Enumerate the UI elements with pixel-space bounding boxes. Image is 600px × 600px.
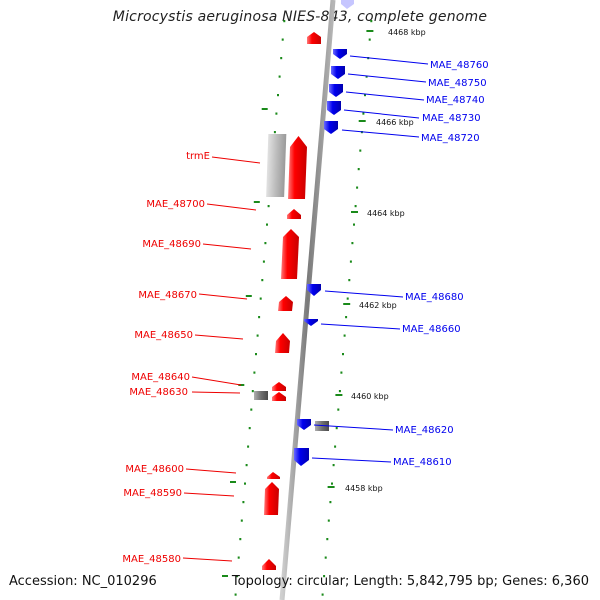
map-title: Microcystis aeruginosa NIES-843, complet… (112, 9, 488, 25)
gene-label-mae-48730[interactable]: MAE_48730 (422, 113, 481, 124)
tick-label-4462: 4462 kbp (359, 301, 397, 310)
gene-label-mae-48680[interactable]: MAE_48680 (405, 292, 464, 303)
leader-lines-reverse (311, 55, 429, 463)
tick-label-4464: 4464 kbp (367, 209, 405, 218)
gene-arrow-mae-48730 (327, 101, 341, 115)
gene-label-mae-48650[interactable]: MAE_48650 (134, 330, 193, 341)
gene-arrow-mae-48610 (294, 448, 309, 466)
rna-gene-left (254, 391, 268, 400)
gene-arrow-mae-48670 (278, 296, 293, 311)
gene-arrow-mae-48720 (324, 121, 338, 134)
gene-arrow-mae-48700 (287, 209, 301, 219)
gene-arrow-mae-48680 (307, 284, 321, 296)
tick-label-4466: 4466 kbp (376, 118, 414, 127)
gene-arrow-mae-48580 (262, 559, 276, 570)
gene-label-mae-48760[interactable]: MAE_48760 (430, 60, 489, 71)
gene-arrow-mae-48690 (281, 229, 299, 279)
gene-label-trme[interactable]: trmE (186, 151, 210, 162)
track-guides (222, 20, 374, 596)
gene-label-mae-48720[interactable]: MAE_48720 (421, 133, 480, 144)
gene-arrow-partial-top (341, 0, 354, 9)
gene-label-mae-48610[interactable]: MAE_48610 (393, 457, 452, 468)
gene-arrow-top-unlabeled (307, 32, 321, 44)
tick-label-4458: 4458 kbp (345, 484, 383, 493)
gene-arrow-mae-48590 (264, 482, 279, 515)
gene-label-mae-48690[interactable]: MAE_48690 (142, 239, 201, 250)
gene-label-mae-48670[interactable]: MAE_48670 (138, 290, 197, 301)
gene-label-mae-48660[interactable]: MAE_48660 (402, 324, 461, 335)
tick-label-4460: 4460 kbp (351, 392, 389, 401)
gene-label-mae-48740[interactable]: MAE_48740 (426, 95, 485, 106)
gene-arrow-trme (288, 136, 307, 199)
genome-summary-label: Topology: circular; Length: 5,842,795 bp… (231, 574, 589, 589)
gene-arrow-mae-48760 (333, 49, 347, 59)
gene-label-mae-48620[interactable]: MAE_48620 (395, 425, 454, 436)
gene-label-mae-48640[interactable]: MAE_48640 (131, 372, 190, 383)
accession-label: Accession: NC_010296 (9, 574, 157, 589)
gene-arrow-mae-48750 (331, 66, 345, 79)
tick-label-4468: 4468 kbp (388, 28, 426, 37)
gene-arrow-mae-48600 (267, 472, 280, 479)
gene-arrow-mae-48740 (329, 84, 343, 97)
genome-backbone (279, 0, 336, 600)
gene-label-mae-48600[interactable]: MAE_48600 (125, 464, 184, 475)
gene-arrow-mae-48650 (275, 333, 290, 353)
gene-arrow-mae-48640 (272, 382, 286, 391)
gene-label-mae-48630[interactable]: MAE_48630 (129, 387, 188, 398)
gene-label-mae-48590[interactable]: MAE_48590 (123, 488, 182, 499)
gene-label-mae-48700[interactable]: MAE_48700 (146, 199, 205, 210)
leader-lines-forward (182, 156, 261, 562)
gene-label-mae-48580[interactable]: MAE_48580 (122, 554, 181, 565)
gene-arrow-mae-48630 (272, 392, 286, 401)
gene-box-grey-trme (266, 134, 287, 197)
gene-arrow-mae-48660 (304, 319, 318, 326)
gene-arrow-mae-48620 (297, 419, 311, 430)
gene-label-mae-48750[interactable]: MAE_48750 (428, 78, 487, 89)
